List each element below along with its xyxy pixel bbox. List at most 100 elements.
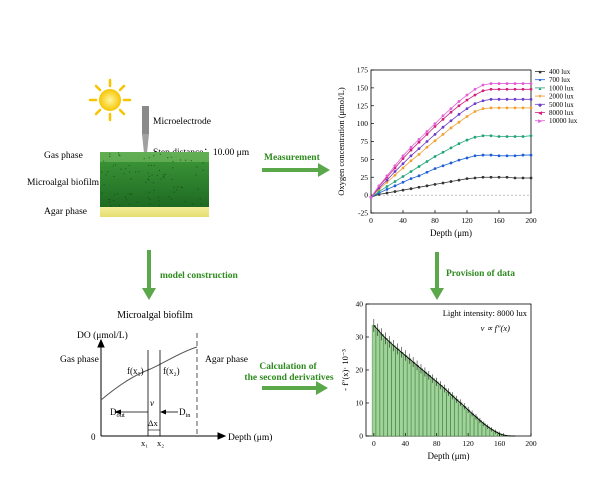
x-tick-label: 40 [402, 439, 410, 448]
bar [411, 361, 416, 437]
biofilm-speck [152, 182, 155, 184]
data-point [529, 106, 533, 110]
bar [446, 391, 451, 437]
bar [371, 325, 376, 437]
data-point [433, 132, 437, 136]
y-tick-label: 30 [356, 333, 364, 342]
y-tick-label: 25 [361, 173, 369, 182]
biofilm-speck [113, 175, 115, 178]
legend-label: 700 lux [549, 76, 571, 84]
bar [391, 345, 396, 437]
biofilm-speck [101, 192, 103, 194]
model-x-label: Depth (μm) [228, 432, 272, 443]
fx1-label: f(x₁) [127, 366, 144, 376]
model-gas-phase-label: Gas phase [60, 355, 99, 365]
legend-marker: ▲ [538, 87, 543, 92]
data-point [425, 170, 429, 174]
biofilm-speck [181, 186, 183, 189]
data-point [401, 175, 405, 178]
y-tick-label: 175 [357, 66, 369, 75]
agar-phase-label: Agar phase [44, 207, 87, 217]
data-point [425, 130, 429, 133]
data-point [529, 97, 533, 101]
data-point [417, 147, 421, 151]
biofilm-speck [202, 169, 204, 171]
data-point [449, 126, 453, 130]
biofilm-speck [172, 160, 174, 162]
data-point [433, 139, 437, 143]
data-point [465, 107, 469, 111]
data-point [513, 135, 517, 138]
legend-marker: ▶ [538, 119, 542, 125]
biofilm-speck [118, 152, 120, 154]
biofilm-speck [158, 204, 160, 207]
din-label: Din [179, 407, 191, 419]
biofilm-speck [153, 164, 155, 167]
biofilm-speck [148, 157, 150, 159]
model-agar-phase-label: Agar phase [205, 355, 248, 365]
biofilm-speck [118, 154, 120, 156]
biofilm-speck [129, 193, 131, 195]
data-point [441, 150, 445, 154]
bar [474, 416, 478, 437]
y-tick-label: 10 [356, 399, 364, 408]
biofilm-speck [130, 193, 133, 196]
data-point [441, 132, 445, 136]
biofilm-speck [109, 153, 111, 155]
biofilm-speck [164, 173, 167, 175]
x-tick-label: 120 [463, 439, 475, 448]
data-point [393, 173, 397, 177]
model-origin: 0 [91, 432, 96, 442]
x-tick-label: 160 [493, 216, 505, 225]
biofilm-surface [100, 152, 209, 162]
biofilm-speck [148, 191, 150, 193]
y-tick-label: 0 [359, 432, 363, 441]
data-point [409, 159, 413, 163]
calculation-arrow [262, 381, 328, 395]
bar [395, 348, 400, 437]
bar [426, 375, 431, 437]
y-tick-label: 150 [357, 83, 369, 92]
data-point [457, 142, 461, 146]
x-tick-label: 80 [433, 439, 441, 448]
model-construction-label: model construction [160, 271, 239, 281]
bar [462, 406, 467, 437]
biofilm-speck [158, 169, 161, 172]
data-point [497, 154, 501, 158]
data-point [497, 135, 501, 138]
biofilm-speck [184, 159, 187, 161]
data-point [385, 191, 389, 195]
biofilm-speck [176, 189, 178, 191]
biofilm-speck [124, 196, 127, 198]
y-tick-label: 50 [361, 155, 369, 164]
data-point [457, 178, 461, 182]
biofilm-speck [163, 177, 165, 179]
biofilm-speck [103, 184, 105, 186]
biofilm-speck [148, 164, 150, 166]
biofilm-speck [147, 178, 149, 180]
biofilm-speck [160, 178, 162, 180]
x1-tick-label: x₁ [141, 438, 148, 448]
biofilm-speck [119, 155, 121, 157]
bar [399, 351, 404, 437]
data-point [377, 184, 381, 188]
sun-icon [88, 78, 132, 122]
biofilm-speck [108, 201, 111, 203]
data-point [401, 180, 405, 184]
biofilm-speck [190, 160, 192, 162]
data-point [409, 187, 413, 191]
data-point [481, 99, 485, 103]
biofilm-speck [143, 158, 145, 160]
data-point [473, 176, 477, 180]
data-point [521, 153, 525, 157]
data-point [513, 154, 517, 158]
biofilm-speck [173, 191, 175, 193]
data-point [449, 146, 453, 150]
biofilm-speck [177, 186, 179, 188]
data-point [401, 157, 405, 161]
data-point [465, 98, 469, 102]
data-point [489, 134, 493, 138]
data-point [497, 82, 501, 85]
data-point [497, 175, 501, 179]
data-point [505, 82, 509, 85]
